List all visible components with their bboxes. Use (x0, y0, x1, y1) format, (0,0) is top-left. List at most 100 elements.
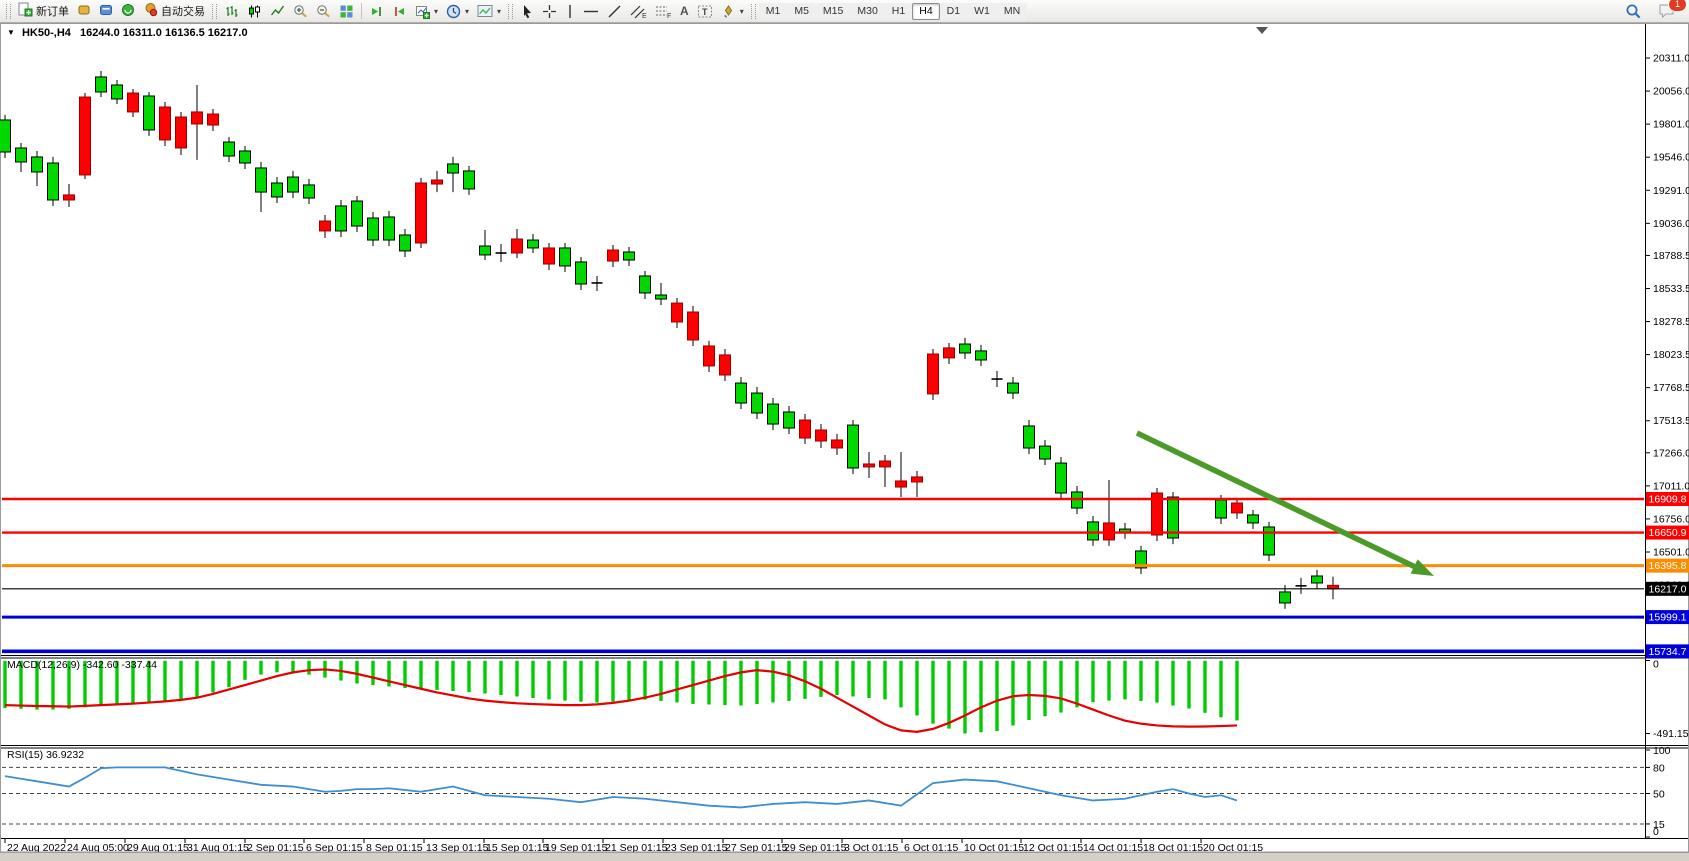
fibonacci-tool-button[interactable]: F (651, 2, 676, 21)
blue-window-button[interactable] (95, 2, 117, 21)
price-tick-label: 19036.0 (1653, 218, 1689, 230)
bull-candle-body (352, 201, 363, 226)
timeframe-button-d1[interactable]: D1 (940, 3, 967, 20)
zoom-in-button[interactable] (289, 2, 312, 21)
bear-candle-body (880, 461, 891, 467)
equidistant-channel-icon: E (630, 4, 647, 19)
svg-text:T: T (702, 7, 708, 17)
green-globe-button[interactable] (117, 2, 139, 21)
text-label-icon: T (697, 4, 713, 19)
search-button[interactable] (1621, 2, 1646, 21)
text-tool-button[interactable]: A (676, 2, 693, 21)
bull-candle-body (368, 218, 379, 240)
autotrading-button[interactable]: 自动交易 (139, 2, 209, 21)
timeframe-button-m15[interactable]: M15 (816, 3, 850, 20)
bull-candle-body (752, 393, 763, 413)
price-tick-label: 18788.5 (1653, 250, 1689, 262)
bull-candle-body (736, 383, 747, 403)
bear-candle-body (608, 250, 619, 261)
bear-candle-body (928, 354, 939, 394)
trendline-tool-button[interactable] (603, 2, 626, 21)
timeframe-button-m30[interactable]: M30 (850, 3, 884, 20)
new-order-label: 新订单 (36, 3, 69, 19)
line-chart-icon (270, 4, 285, 19)
bull-candle-body (224, 142, 235, 156)
timeframe-button-h1[interactable]: H1 (885, 3, 912, 20)
timeframe-button-mn[interactable]: MN (997, 3, 1027, 20)
text-label-tool-button[interactable]: T (693, 2, 717, 21)
vertical-line-icon (565, 4, 575, 19)
bull-candle-body (1040, 446, 1051, 459)
bear-candle-body (688, 312, 699, 340)
toolbar-separator (361, 3, 362, 19)
dropdown-caret-icon: ▾ (497, 7, 501, 16)
chart-shift-button[interactable] (388, 2, 411, 21)
bull-candle-body (304, 185, 315, 198)
toolbar-grip[interactable] (212, 4, 217, 19)
blue-window-icon (99, 3, 113, 20)
svg-text:F: F (667, 13, 671, 19)
horizontal-line-tool-button[interactable] (579, 2, 603, 21)
bull-candle-body (288, 177, 299, 192)
new-order-button[interactable]: 新订单 (14, 2, 73, 21)
gold-cube-button[interactable] (73, 2, 95, 21)
vertical-line-tool-button[interactable] (561, 2, 579, 21)
candlestick-chart-button[interactable] (243, 2, 266, 21)
toolbar-grip[interactable] (508, 4, 513, 19)
dropdown-caret-icon: ▾ (740, 7, 744, 16)
arrows-tool-button[interactable]: ▾ (717, 2, 748, 21)
bull-candle-body (48, 163, 59, 200)
candle (1264, 522, 1275, 561)
bar-chart-button[interactable] (220, 2, 243, 21)
cursor-tool-button[interactable] (516, 2, 538, 21)
channel-tool-button[interactable]: E (626, 2, 651, 21)
price-tick-label: 17011.0 (1653, 480, 1689, 492)
notification-badge[interactable]: 1 (1668, 0, 1687, 12)
bull-candle-body (272, 183, 283, 197)
bull-candle-body (240, 151, 251, 163)
clock-icon (446, 4, 461, 19)
auto-scroll-button[interactable] (365, 2, 388, 21)
chart-shift-icon (392, 4, 407, 19)
bull-candle-body (0, 120, 11, 152)
bull-candle-body (336, 206, 347, 231)
period-clock-button[interactable]: ▾ (442, 2, 473, 21)
bear-candle-body (704, 346, 715, 366)
crosshair-tool-button[interactable] (538, 2, 561, 21)
bull-candle-body (384, 217, 395, 240)
bull-candle-body (976, 351, 987, 360)
gold-cube-icon (77, 3, 91, 20)
tile-windows-button[interactable] (335, 2, 358, 21)
zoom-out-button[interactable] (312, 2, 335, 21)
bear-candle-body (912, 477, 923, 482)
price-tick-label: 18023.5 (1653, 349, 1689, 361)
timeframe-button-w1[interactable]: W1 (967, 3, 997, 20)
bear-candle-body (720, 355, 731, 375)
bear-candle-body (816, 430, 827, 441)
bull-candle-body (560, 248, 571, 266)
candle (1056, 457, 1067, 499)
price-tick-label: 19801.0 (1653, 119, 1689, 131)
bear-candle-body (320, 221, 331, 231)
collapse-triangle-icon[interactable]: ▼ (7, 28, 15, 37)
bull-candle-body (848, 425, 859, 468)
bar-chart-icon (224, 4, 239, 19)
dropdown-caret-icon: ▾ (465, 7, 469, 16)
timeframe-button-m5[interactable]: M5 (787, 3, 816, 20)
timeframe-button-h4[interactable]: H4 (912, 3, 939, 20)
line-chart-button[interactable] (266, 2, 289, 21)
templates-button[interactable]: ▾ (473, 2, 505, 21)
timeframe-button-m1[interactable]: M1 (759, 3, 788, 20)
toolbar-grip[interactable] (751, 4, 756, 19)
rsi-level-label: 100 (1653, 745, 1671, 757)
rsi-level-label: 80 (1653, 762, 1665, 774)
bear-candle-body (432, 180, 443, 184)
new-chart-button[interactable]: ▾ (411, 2, 442, 21)
bull-candle-body (256, 168, 267, 192)
bull-candle-body (640, 276, 651, 293)
toolbar-grip[interactable] (6, 4, 11, 19)
bear-candle-body (128, 93, 139, 112)
candle (80, 93, 91, 179)
bear-candle-body (64, 195, 75, 200)
